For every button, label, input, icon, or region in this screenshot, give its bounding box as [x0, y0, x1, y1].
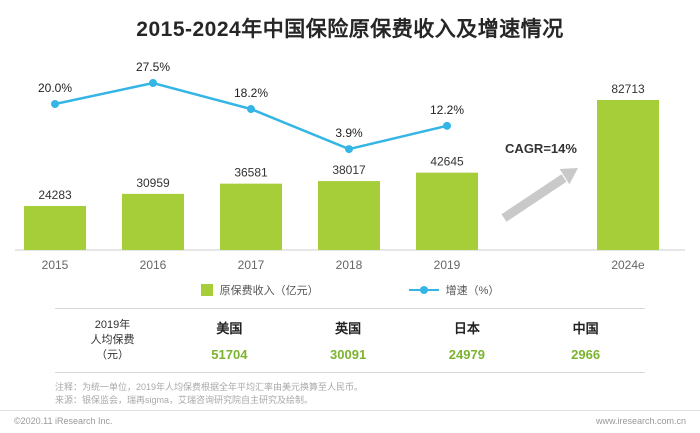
- country-name: 英国: [335, 321, 362, 337]
- country-value: 30091: [330, 347, 367, 363]
- bar-2016: [122, 193, 184, 250]
- bar-swatch-icon: [200, 284, 213, 296]
- country-value: 24979: [448, 347, 485, 363]
- x-tick-label: 2015: [42, 258, 69, 272]
- note-line: 来源：银保监会，瑞再sigma，艾瑞咨询研究院自主研究及绘制。: [55, 395, 314, 406]
- table-col-japan: 日本 24979: [408, 318, 527, 362]
- x-tick-label: 2018: [336, 258, 363, 272]
- growth-rate-label: 18.2%: [234, 86, 268, 100]
- website-url: www.iresearch.com.cn: [595, 416, 686, 426]
- table-col-uk: 英国 30091: [289, 318, 408, 362]
- cagr-label: CAGR=14%: [505, 141, 577, 156]
- bar-value-label: 30959: [136, 176, 170, 190]
- table-col-china: 中国 2966: [526, 318, 645, 362]
- bar-2018: [318, 181, 380, 250]
- country-value: 2966: [571, 347, 601, 363]
- bar-value-label: 82713: [611, 82, 645, 96]
- growth-rate-label: 3.9%: [335, 126, 363, 140]
- growth-point: [51, 100, 59, 108]
- bar-2019: [416, 172, 478, 250]
- footnotes: 注释：为统一单位，2019年人均保费根据全年平均汇率由美元换算至人民币。 来源：…: [55, 381, 645, 409]
- cagr-arrow-head-icon: [559, 168, 578, 185]
- country-name: 中国: [572, 321, 599, 337]
- x-tick-label: 2019: [434, 258, 461, 272]
- premium-bar-line-chart: 24283 30959 36581 38017 42645 82713 2015 2016 20…: [15, 60, 685, 272]
- legend-bar-label: 原保费收入（亿元）: [219, 285, 319, 297]
- page-footer: ©2020.11 iResearch Inc. www.iresearch.co…: [0, 410, 700, 433]
- growth-point: [345, 145, 353, 154]
- legend-item-bar: 原保费收入（亿元）: [200, 282, 319, 298]
- bar-2024e: [597, 100, 659, 250]
- note-line: 注释：为统一单位，2019年人均保费根据全年平均汇率由美元换算至人民币。: [55, 381, 364, 392]
- growth-point: [443, 121, 451, 130]
- growth-point: [247, 105, 255, 114]
- table-col-usa: 美国 51704: [170, 318, 289, 362]
- growth-rate-label: 27.5%: [136, 60, 170, 74]
- country-value: 51704: [211, 347, 248, 363]
- growth-rate-label: 20.0%: [38, 81, 72, 95]
- bar-value-label: 42645: [430, 155, 464, 169]
- x-tick-label: 2024e: [611, 258, 645, 272]
- line-swatch-icon: [408, 286, 439, 294]
- legend-line-label: 增速（%）: [445, 285, 500, 297]
- bar-value-label: 36581: [234, 166, 268, 180]
- country-name: 美国: [216, 321, 243, 337]
- bar-value-label: 38017: [332, 163, 366, 177]
- x-tick-label: 2017: [238, 258, 265, 272]
- country-name: 日本: [453, 321, 480, 337]
- table-row-label: 2019年 人均保费 （元）: [90, 319, 135, 361]
- per-capita-premium-table: 2019年 人均保费 （元） 美国 51704 英国 30091 日本 2497…: [55, 308, 645, 373]
- chart-area: 24283 30959 36581 38017 42645 82713 2015 2016 20…: [0, 45, 700, 282]
- copyright-text: ©2020.11 iResearch Inc.: [14, 416, 113, 426]
- growth-rate-label: 12.2%: [430, 103, 464, 117]
- chart-legend: 原保费收入（亿元） 增速（%）: [0, 282, 700, 298]
- bar-2017: [220, 183, 282, 250]
- bar-value-label: 24283: [38, 188, 72, 202]
- bar-2015: [24, 205, 86, 250]
- cagr-arrow-shaft: [501, 174, 567, 222]
- chart-title: 2015-2024年中国保险原保费收入及增速情况: [136, 18, 564, 41]
- line-dot-icon: [419, 286, 428, 294]
- growth-point: [149, 79, 157, 87]
- legend-item-line: 增速（%）: [408, 282, 500, 298]
- x-tick-label: 2016: [140, 258, 167, 272]
